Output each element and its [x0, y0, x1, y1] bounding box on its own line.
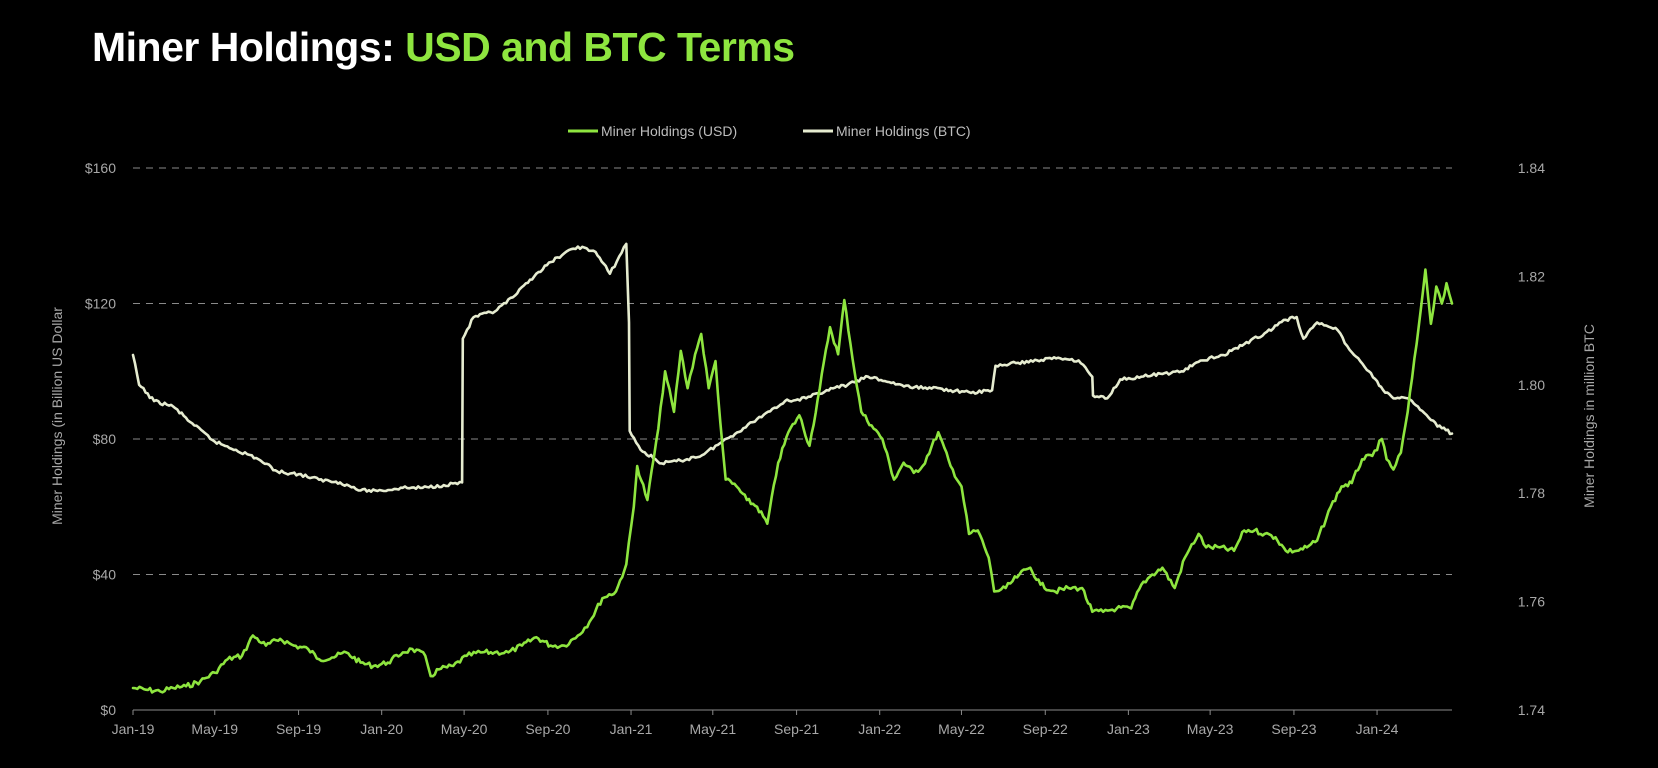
x-tick-label: May-23	[1187, 721, 1234, 737]
x-tick-label: Jan-24	[1356, 721, 1399, 737]
legend-label-btc: Miner Holdings (BTC)	[836, 123, 971, 139]
title-part-2: USD and BTC Terms	[405, 24, 795, 70]
legend: Miner Holdings (USD) Miner Holdings (BTC)	[568, 123, 971, 139]
x-tick-label: Jan-22	[858, 721, 901, 737]
title-part-1: Miner Holdings:	[92, 24, 406, 70]
y-right-tick-label: 1.80	[1518, 377, 1545, 393]
page-title: Miner Holdings: USD and BTC Terms	[92, 24, 795, 71]
x-tick-label: Sep-22	[1023, 721, 1068, 737]
x-tick-label: Sep-19	[276, 721, 321, 737]
y-left-tick-label: $160	[85, 160, 116, 176]
y-right-tick-label: 1.76	[1518, 594, 1545, 610]
y-axis-left: $0 $40 $80 $120 $160	[85, 160, 116, 718]
series-line-btc	[131, 242, 1454, 493]
y-right-tick-label: 1.82	[1518, 268, 1545, 284]
x-tick-label: May-21	[689, 721, 736, 737]
series-lines	[131, 242, 1454, 694]
series-line-usd	[131, 268, 1454, 694]
y-left-tick-label: $0	[100, 702, 116, 718]
x-tick-label: Jan-23	[1107, 721, 1150, 737]
x-tick-label: Sep-23	[1271, 721, 1316, 737]
grid-lines	[133, 167, 1452, 711]
x-tick-label: May-22	[938, 721, 985, 737]
y-right-tick-label: 1.78	[1518, 485, 1545, 501]
legend-label-usd: Miner Holdings (USD)	[601, 123, 737, 139]
x-tick-label: Jan-19	[112, 721, 155, 737]
y-left-tick-label: $40	[93, 567, 117, 583]
x-tick-label: Jan-20	[360, 721, 403, 737]
y-right-tick-label: 1.84	[1518, 160, 1545, 176]
y-left-tick-label: $120	[85, 296, 116, 312]
x-tick-label: May-20	[441, 721, 488, 737]
y-right-tick-label: 1.74	[1518, 702, 1545, 718]
x-tick-label: Sep-20	[525, 721, 570, 737]
y-axis-right: 1.74 1.76 1.78 1.80 1.82 1.84	[1518, 160, 1545, 718]
x-axis: Jan-19 May-19 Sep-19 Jan-20 May-20 Sep-20 Jan-…	[112, 710, 1399, 737]
x-tick-label: May-19	[191, 721, 238, 737]
y-axis-right-title: Miner Holdings in million BTC	[1581, 324, 1597, 508]
y-axis-left-title: Miner Holdings (in Billion US Dollar	[49, 307, 65, 525]
y-left-tick-label: $80	[93, 431, 117, 447]
x-tick-label: Jan-21	[610, 721, 653, 737]
x-tick-label: Sep-21	[774, 721, 819, 737]
